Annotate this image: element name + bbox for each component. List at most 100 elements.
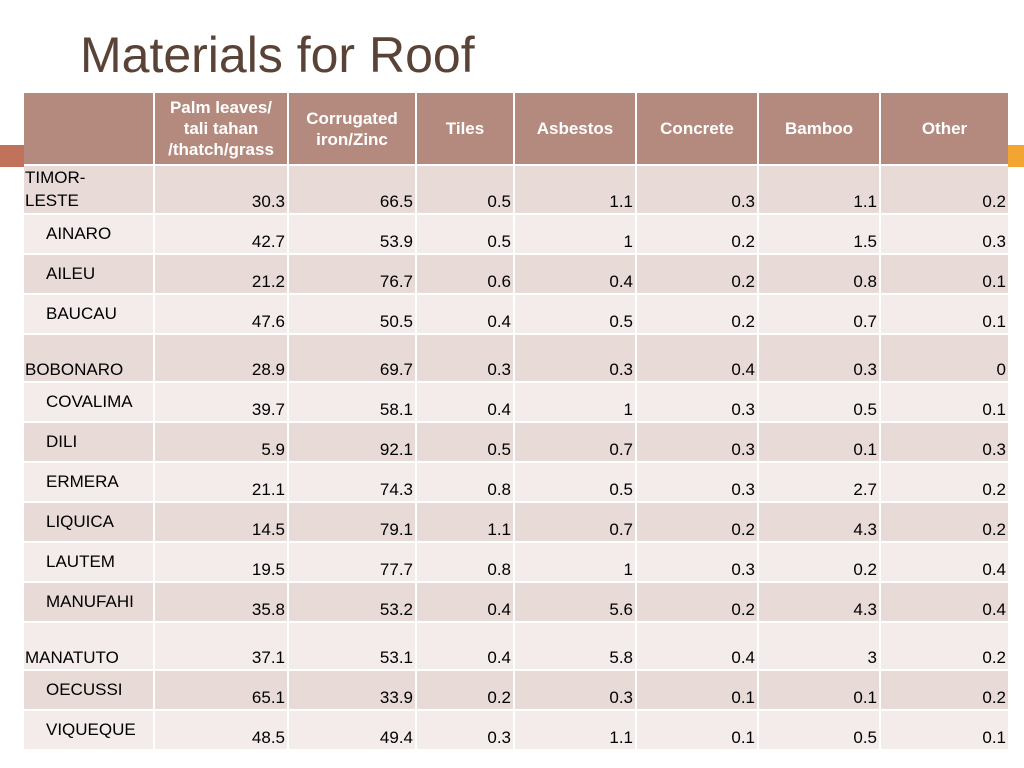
value-cell-concrete: 0.3 xyxy=(635,165,758,215)
table-row: MANATUTO 37.1 53.1 0.4 5.8 0.4 3 0.2 xyxy=(24,622,1008,671)
value-cell-bamboo: 0.7 xyxy=(757,294,880,335)
value-cell-tiles: 0.5 xyxy=(415,214,514,255)
value-cell-tiles: 0.2 xyxy=(415,670,514,711)
value-cell-corrugated-iron: 79.1 xyxy=(287,502,416,543)
value-cell-other: 0.3 xyxy=(879,214,1008,255)
row-label-cell: COVALIMA xyxy=(24,382,154,423)
table-row: TIMOR- LESTE 30.3 66.5 0.5 1.1 0.3 1.1 0.2 xyxy=(24,165,1008,215)
value-cell-tiles: 0.8 xyxy=(415,542,514,583)
value-cell-bamboo: 3 xyxy=(757,622,880,671)
value-cell-tiles: 0.4 xyxy=(415,294,514,335)
value-cell-corrugated-iron: 76.7 xyxy=(287,254,416,295)
value-cell-palm-leaves: 19.5 xyxy=(153,542,288,583)
roof-materials-table: Palm leaves/ tali tahan /thatch/grass Co… xyxy=(24,93,1008,751)
value-cell-tiles: 0.5 xyxy=(415,165,514,215)
value-cell-asbestos: 0.3 xyxy=(513,670,636,711)
value-cell-tiles: 0.6 xyxy=(415,254,514,295)
value-cell-bamboo: 0.2 xyxy=(757,542,880,583)
value-cell-asbestos: 1 xyxy=(513,382,636,423)
value-cell-tiles: 0.4 xyxy=(415,582,514,623)
value-cell-other: 0.1 xyxy=(879,254,1008,295)
value-cell-corrugated-iron: 92.1 xyxy=(287,422,416,463)
header-cell-bamboo: Bamboo xyxy=(757,93,880,166)
value-cell-concrete: 0.2 xyxy=(635,254,758,295)
value-cell-concrete: 0.4 xyxy=(635,334,758,383)
header-cell-tiles: Tiles xyxy=(415,93,514,166)
value-cell-palm-leaves: 35.8 xyxy=(153,582,288,623)
value-cell-palm-leaves: 42.7 xyxy=(153,214,288,255)
value-cell-tiles: 0.8 xyxy=(415,462,514,503)
value-cell-palm-leaves: 48.5 xyxy=(153,710,288,751)
table-row: MANUFAHI 35.8 53.2 0.4 5.6 0.2 4.3 0.4 xyxy=(24,582,1008,623)
header-cell-asbestos: Asbestos xyxy=(513,93,636,166)
value-cell-other: 0.1 xyxy=(879,382,1008,423)
value-cell-bamboo: 2.7 xyxy=(757,462,880,503)
value-cell-palm-leaves: 5.9 xyxy=(153,422,288,463)
value-cell-corrugated-iron: 33.9 xyxy=(287,670,416,711)
value-cell-corrugated-iron: 49.4 xyxy=(287,710,416,751)
value-cell-asbestos: 5.6 xyxy=(513,582,636,623)
value-cell-asbestos: 1.1 xyxy=(513,165,636,215)
value-cell-tiles: 1.1 xyxy=(415,502,514,543)
table-row: VIQUEQUE 48.5 49.4 0.3 1.1 0.1 0.5 0.1 xyxy=(24,710,1008,751)
value-cell-palm-leaves: 47.6 xyxy=(153,294,288,335)
value-cell-palm-leaves: 21.2 xyxy=(153,254,288,295)
value-cell-other: 0.1 xyxy=(879,294,1008,335)
table-row: BOBONARO 28.9 69.7 0.3 0.3 0.4 0.3 0 xyxy=(24,334,1008,383)
value-cell-bamboo: 1.5 xyxy=(757,214,880,255)
accent-bar-left xyxy=(0,145,24,167)
value-cell-concrete: 0.2 xyxy=(635,214,758,255)
value-cell-corrugated-iron: 53.1 xyxy=(287,622,416,671)
table-row: OECUSSI 65.1 33.9 0.2 0.3 0.1 0.1 0.2 xyxy=(24,670,1008,711)
value-cell-tiles: 0.5 xyxy=(415,422,514,463)
row-label-cell: VIQUEQUE xyxy=(24,710,154,751)
value-cell-corrugated-iron: 74.3 xyxy=(287,462,416,503)
value-cell-concrete: 0.3 xyxy=(635,462,758,503)
table-row: ERMERA 21.1 74.3 0.8 0.5 0.3 2.7 0.2 xyxy=(24,462,1008,503)
table-header-row: Palm leaves/ tali tahan /thatch/grass Co… xyxy=(24,93,1008,166)
header-cell-other: Other xyxy=(879,93,1008,166)
value-cell-corrugated-iron: 50.5 xyxy=(287,294,416,335)
value-cell-tiles: 0.3 xyxy=(415,710,514,751)
value-cell-concrete: 0.2 xyxy=(635,582,758,623)
row-label-cell: ERMERA xyxy=(24,462,154,503)
value-cell-other: 0 xyxy=(879,334,1008,383)
row-label-cell: MANUFAHI xyxy=(24,582,154,623)
row-label-cell: BOBONARO xyxy=(24,334,154,383)
row-label-cell: LIQUICA xyxy=(24,502,154,543)
row-label-cell: BAUCAU xyxy=(24,294,154,335)
row-label-cell: MANATUTO xyxy=(24,622,154,671)
value-cell-palm-leaves: 37.1 xyxy=(153,622,288,671)
value-cell-asbestos: 5.8 xyxy=(513,622,636,671)
value-cell-tiles: 0.4 xyxy=(415,382,514,423)
value-cell-other: 0.3 xyxy=(879,422,1008,463)
value-cell-bamboo: 4.3 xyxy=(757,582,880,623)
value-cell-other: 0.4 xyxy=(879,582,1008,623)
value-cell-asbestos: 1.1 xyxy=(513,710,636,751)
value-cell-palm-leaves: 14.5 xyxy=(153,502,288,543)
row-label-cell: TIMOR- LESTE xyxy=(24,165,154,215)
value-cell-concrete: 0.2 xyxy=(635,294,758,335)
table-row: LAUTEM 19.5 77.7 0.8 1 0.3 0.2 0.4 xyxy=(24,542,1008,583)
value-cell-asbestos: 0.3 xyxy=(513,334,636,383)
slide-title: Materials for Roof xyxy=(80,27,475,83)
value-cell-other: 0.1 xyxy=(879,710,1008,751)
value-cell-bamboo: 0.3 xyxy=(757,334,880,383)
value-cell-palm-leaves: 30.3 xyxy=(153,165,288,215)
value-cell-corrugated-iron: 69.7 xyxy=(287,334,416,383)
value-cell-bamboo: 0.5 xyxy=(757,710,880,751)
value-cell-other: 0.2 xyxy=(879,670,1008,711)
value-cell-asbestos: 1 xyxy=(513,214,636,255)
value-cell-palm-leaves: 65.1 xyxy=(153,670,288,711)
value-cell-corrugated-iron: 77.7 xyxy=(287,542,416,583)
value-cell-other: 0.2 xyxy=(879,502,1008,543)
row-label-cell: AINARO xyxy=(24,214,154,255)
value-cell-palm-leaves: 21.1 xyxy=(153,462,288,503)
value-cell-corrugated-iron: 53.2 xyxy=(287,582,416,623)
value-cell-concrete: 0.1 xyxy=(635,670,758,711)
value-cell-asbestos: 0.5 xyxy=(513,294,636,335)
table-row: AINARO 42.7 53.9 0.5 1 0.2 1.5 0.3 xyxy=(24,214,1008,255)
header-cell-corrugated-iron: Corrugated iron/Zinc xyxy=(287,93,416,166)
value-cell-other: 0.2 xyxy=(879,165,1008,215)
row-label-cell: AILEU xyxy=(24,254,154,295)
